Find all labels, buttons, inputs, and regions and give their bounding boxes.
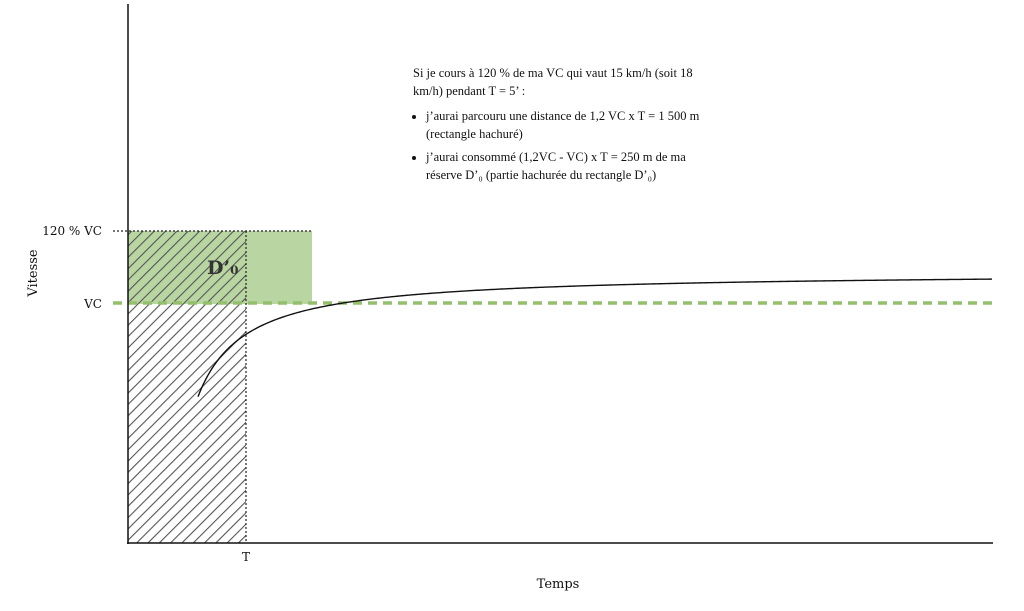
explanation-note: Si je cours à 120 % de ma VC qui vaut 15…	[413, 64, 723, 189]
tick-label-120-vc: 120 % VC	[42, 224, 102, 238]
x-axis-label: Temps	[537, 577, 580, 592]
tick-label-t: T	[242, 550, 250, 564]
explanation-intro: Si je cours à 120 % de ma VC qui vaut 15…	[413, 66, 693, 98]
tick-label-vc: VC	[83, 297, 102, 311]
explanation-bullet-reserve: j’aurai consommé (1,2VC - VC) x T = 250 …	[426, 148, 723, 184]
explanation-list: j’aurai parcouru une distance de 1,2 VC …	[413, 107, 723, 184]
y-axis-label: Vitesse	[26, 249, 41, 298]
distance-rectangle-hatched	[128, 231, 246, 543]
explanation-bullet-distance: j’aurai parcouru une distance de 1,2 VC …	[426, 107, 723, 143]
speed-duration-curve	[197, 278, 993, 397]
reserve-label-d0: D’₀	[207, 257, 238, 279]
